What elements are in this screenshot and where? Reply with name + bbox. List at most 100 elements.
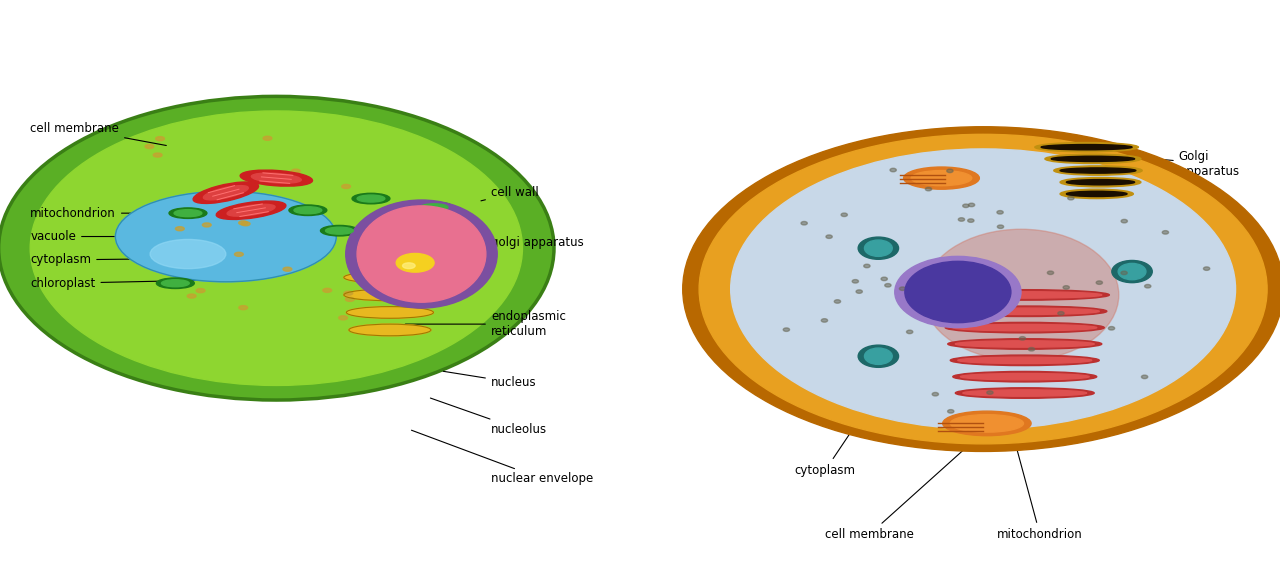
Ellipse shape [420, 204, 448, 211]
Ellipse shape [346, 297, 355, 301]
Ellipse shape [239, 305, 247, 310]
Ellipse shape [1028, 347, 1034, 351]
Ellipse shape [731, 149, 1235, 429]
Ellipse shape [223, 193, 232, 197]
Ellipse shape [193, 182, 259, 203]
Ellipse shape [204, 186, 248, 200]
Ellipse shape [1121, 271, 1128, 274]
Ellipse shape [415, 202, 453, 213]
Ellipse shape [349, 237, 431, 248]
Ellipse shape [947, 339, 1102, 349]
Text: ribosome: ribosome [1110, 227, 1234, 242]
Text: golgi apparatus: golgi apparatus [406, 236, 584, 251]
Text: chloroplast: chloroplast [31, 277, 198, 290]
Ellipse shape [1119, 263, 1146, 280]
Ellipse shape [1019, 336, 1025, 340]
Ellipse shape [1162, 231, 1169, 234]
Ellipse shape [947, 292, 1102, 298]
Ellipse shape [955, 341, 1094, 347]
Ellipse shape [169, 208, 207, 218]
Ellipse shape [292, 169, 301, 173]
Text: endoplasmatic
reticulum: endoplasmatic reticulum [1078, 319, 1228, 385]
Ellipse shape [320, 225, 358, 236]
Text: cell membrane: cell membrane [826, 440, 975, 541]
Ellipse shape [1066, 180, 1134, 185]
Ellipse shape [1047, 271, 1053, 274]
Ellipse shape [955, 388, 1094, 398]
Ellipse shape [294, 207, 321, 214]
Ellipse shape [864, 264, 870, 267]
Ellipse shape [904, 167, 979, 189]
Ellipse shape [906, 330, 913, 333]
Ellipse shape [923, 230, 1119, 361]
Text: endoplasmic
reticulum: endoplasmic reticulum [406, 310, 566, 338]
Ellipse shape [344, 272, 436, 283]
Ellipse shape [932, 392, 938, 396]
Ellipse shape [1064, 286, 1069, 289]
Ellipse shape [950, 415, 1024, 432]
Ellipse shape [339, 316, 348, 320]
Text: DNA: DNA [1048, 324, 1106, 392]
Ellipse shape [864, 240, 892, 256]
Ellipse shape [154, 153, 163, 157]
Text: cell membrane: cell membrane [31, 122, 166, 145]
Ellipse shape [900, 287, 906, 290]
Ellipse shape [1142, 375, 1148, 378]
Ellipse shape [947, 169, 954, 173]
Ellipse shape [881, 277, 887, 281]
Ellipse shape [156, 137, 165, 141]
Ellipse shape [1041, 144, 1132, 150]
Ellipse shape [852, 280, 859, 283]
Ellipse shape [1121, 220, 1128, 223]
Ellipse shape [241, 170, 312, 186]
Ellipse shape [957, 357, 1092, 363]
Ellipse shape [402, 263, 415, 269]
Ellipse shape [196, 288, 205, 293]
Ellipse shape [1068, 196, 1074, 200]
Ellipse shape [1066, 192, 1126, 196]
Ellipse shape [928, 283, 934, 287]
Ellipse shape [1096, 281, 1102, 284]
Ellipse shape [323, 288, 332, 293]
Ellipse shape [1060, 168, 1135, 173]
Ellipse shape [342, 185, 351, 189]
Ellipse shape [965, 316, 972, 319]
Ellipse shape [387, 206, 396, 210]
Ellipse shape [234, 252, 243, 256]
Ellipse shape [822, 319, 828, 322]
Ellipse shape [397, 253, 434, 272]
Text: cytoplasm: cytoplasm [31, 253, 223, 266]
Text: cell wall: cell wall [481, 186, 539, 201]
Ellipse shape [1060, 189, 1133, 199]
Ellipse shape [325, 227, 353, 234]
Ellipse shape [347, 254, 434, 266]
Ellipse shape [987, 391, 993, 394]
Ellipse shape [251, 173, 301, 183]
Ellipse shape [346, 200, 497, 308]
Ellipse shape [156, 278, 195, 288]
Text: vacuole: vacuole [31, 230, 223, 243]
Ellipse shape [895, 256, 1021, 328]
Text: nucleus: nucleus [1002, 342, 1050, 442]
Ellipse shape [283, 267, 292, 271]
Text: nuclear envelope: nuclear envelope [411, 430, 593, 485]
Ellipse shape [1057, 311, 1064, 315]
Ellipse shape [682, 127, 1280, 451]
Ellipse shape [216, 201, 285, 220]
Ellipse shape [941, 290, 1110, 300]
Ellipse shape [238, 221, 247, 225]
Ellipse shape [1034, 142, 1138, 152]
Ellipse shape [943, 411, 1032, 436]
Ellipse shape [911, 171, 972, 186]
Ellipse shape [890, 168, 896, 172]
Ellipse shape [1053, 166, 1142, 175]
Ellipse shape [1144, 284, 1151, 288]
Ellipse shape [174, 210, 202, 217]
Ellipse shape [422, 283, 431, 287]
Ellipse shape [960, 374, 1089, 380]
Ellipse shape [150, 239, 225, 269]
Text: cytoplasm: cytoplasm [795, 388, 881, 477]
Ellipse shape [1044, 154, 1140, 164]
Ellipse shape [161, 280, 189, 287]
Ellipse shape [352, 193, 390, 204]
